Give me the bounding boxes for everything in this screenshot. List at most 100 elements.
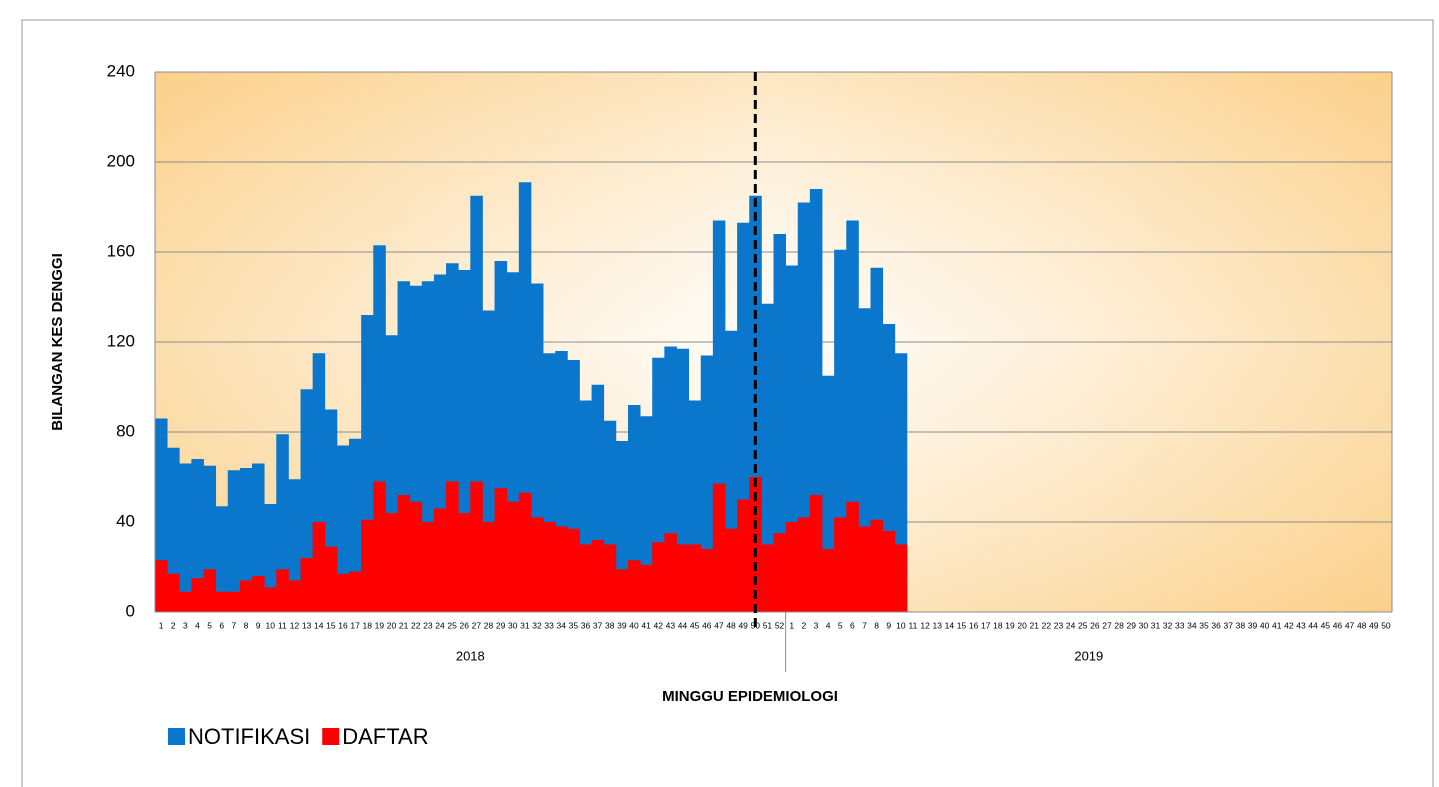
x-tick-label: 3	[183, 620, 188, 630]
bar	[421, 522, 435, 612]
bar	[409, 501, 423, 612]
bar	[336, 445, 350, 612]
x-tick-label: 36	[581, 620, 591, 630]
bar	[724, 528, 738, 612]
x-tick-label: 50	[1381, 620, 1391, 630]
x-tick-label: 19	[375, 620, 385, 630]
bar	[567, 528, 580, 612]
bar	[336, 573, 350, 612]
x-tick-label: 14	[945, 620, 955, 630]
x-tick-label: 46	[1333, 620, 1343, 630]
x-tick-label: 29	[1127, 620, 1137, 630]
bar	[894, 544, 908, 612]
bar	[288, 580, 301, 612]
y-tick-label: 40	[116, 511, 135, 530]
bar	[773, 234, 787, 612]
x-tick-label: 12	[920, 620, 930, 630]
x-tick-label: 14	[314, 620, 324, 630]
x-tick-label: 28	[484, 620, 494, 630]
x-tick-label: 2	[801, 620, 806, 630]
legend-label: NOTIFIKASI	[188, 724, 310, 749]
x-tick-label: 17	[981, 620, 991, 630]
y-tick-label: 120	[107, 331, 135, 350]
bar	[543, 522, 556, 612]
bar	[603, 544, 617, 612]
bar	[737, 499, 750, 612]
bar	[712, 483, 726, 612]
x-tick-label: 27	[1102, 620, 1112, 630]
x-tick-label: 42	[1284, 620, 1294, 630]
x-tick-label: 45	[690, 620, 700, 630]
x-tick-label: 34	[557, 620, 567, 630]
x-tick-label: 33	[1175, 620, 1185, 630]
x-tick-label: 22	[411, 620, 421, 630]
bar	[227, 591, 241, 612]
x-tick-label: 41	[1272, 620, 1282, 630]
x-tick-label: 26	[1090, 620, 1100, 630]
x-tick-label: 25	[1078, 620, 1088, 630]
x-tick-label: 44	[1308, 620, 1318, 630]
x-tick-label: 5	[207, 620, 212, 630]
x-tick-label: 47	[1345, 620, 1355, 630]
x-group-label: 2019	[1074, 648, 1103, 663]
bar	[494, 488, 508, 612]
x-tick-label: 13	[302, 620, 312, 630]
x-tick-label: 25	[447, 620, 457, 630]
x-tick-label: 36	[1211, 620, 1221, 630]
x-tick-label: 16	[969, 620, 979, 630]
x-tick-label: 34	[1187, 620, 1197, 630]
bar	[446, 481, 459, 612]
bar	[300, 558, 314, 612]
x-tick-label: 45	[1321, 620, 1331, 630]
bar	[264, 587, 277, 612]
x-tick-label: 1	[159, 620, 164, 630]
x-tick-label: 44	[678, 620, 688, 630]
x-tick-label: 24	[435, 620, 445, 630]
x-tick-label: 30	[1139, 620, 1149, 630]
y-tick-label: 200	[107, 151, 135, 170]
bar	[652, 542, 665, 612]
x-tick-label: 38	[605, 620, 615, 630]
x-tick-label: 21	[1030, 620, 1040, 630]
x-tick-label: 29	[496, 620, 506, 630]
x-tick-label: 11	[278, 620, 287, 630]
bar	[846, 501, 859, 612]
bar	[276, 434, 289, 612]
bar	[349, 438, 362, 612]
x-tick-label: 4	[195, 620, 200, 630]
x-tick-label: 22	[1042, 620, 1052, 630]
bar	[688, 544, 702, 612]
x-tick-label: 5	[838, 620, 843, 630]
bar	[300, 389, 314, 612]
x-tick-label: 16	[338, 620, 348, 630]
x-tick-label: 8	[244, 620, 249, 630]
x-tick-label: 26	[460, 620, 470, 630]
bar	[191, 578, 204, 612]
x-tick-label: 11	[909, 620, 918, 630]
x-tick-label: 30	[508, 620, 518, 630]
bar	[227, 470, 241, 612]
x-tick-label: 20	[1017, 620, 1027, 630]
x-tick-label: 17	[350, 620, 360, 630]
x-tick-label: 6	[219, 620, 224, 630]
x-tick-label: 18	[362, 620, 372, 630]
bar	[627, 560, 641, 612]
x-tick-label: 10	[265, 620, 275, 630]
x-tick-label: 21	[399, 620, 409, 630]
bar	[785, 522, 799, 612]
bar	[252, 463, 265, 612]
x-tick-label: 19	[1005, 620, 1015, 630]
legend-label: DAFTAR	[342, 724, 428, 749]
x-tick-label: 37	[593, 620, 603, 630]
bar	[155, 560, 168, 612]
bar	[555, 526, 568, 612]
x-tick-label: 10	[896, 620, 906, 630]
bar	[518, 492, 532, 612]
bar	[773, 533, 787, 612]
bar	[530, 517, 544, 612]
bar	[373, 481, 386, 612]
bar	[324, 546, 338, 612]
bar	[858, 526, 871, 612]
bar	[312, 522, 326, 612]
bar	[700, 355, 714, 612]
